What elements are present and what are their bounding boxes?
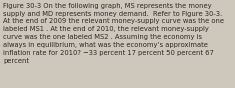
Text: Figure 30-3 On the following graph, MS represents the money
supply and MD repres: Figure 30-3 On the following graph, MS r… [4, 3, 224, 64]
